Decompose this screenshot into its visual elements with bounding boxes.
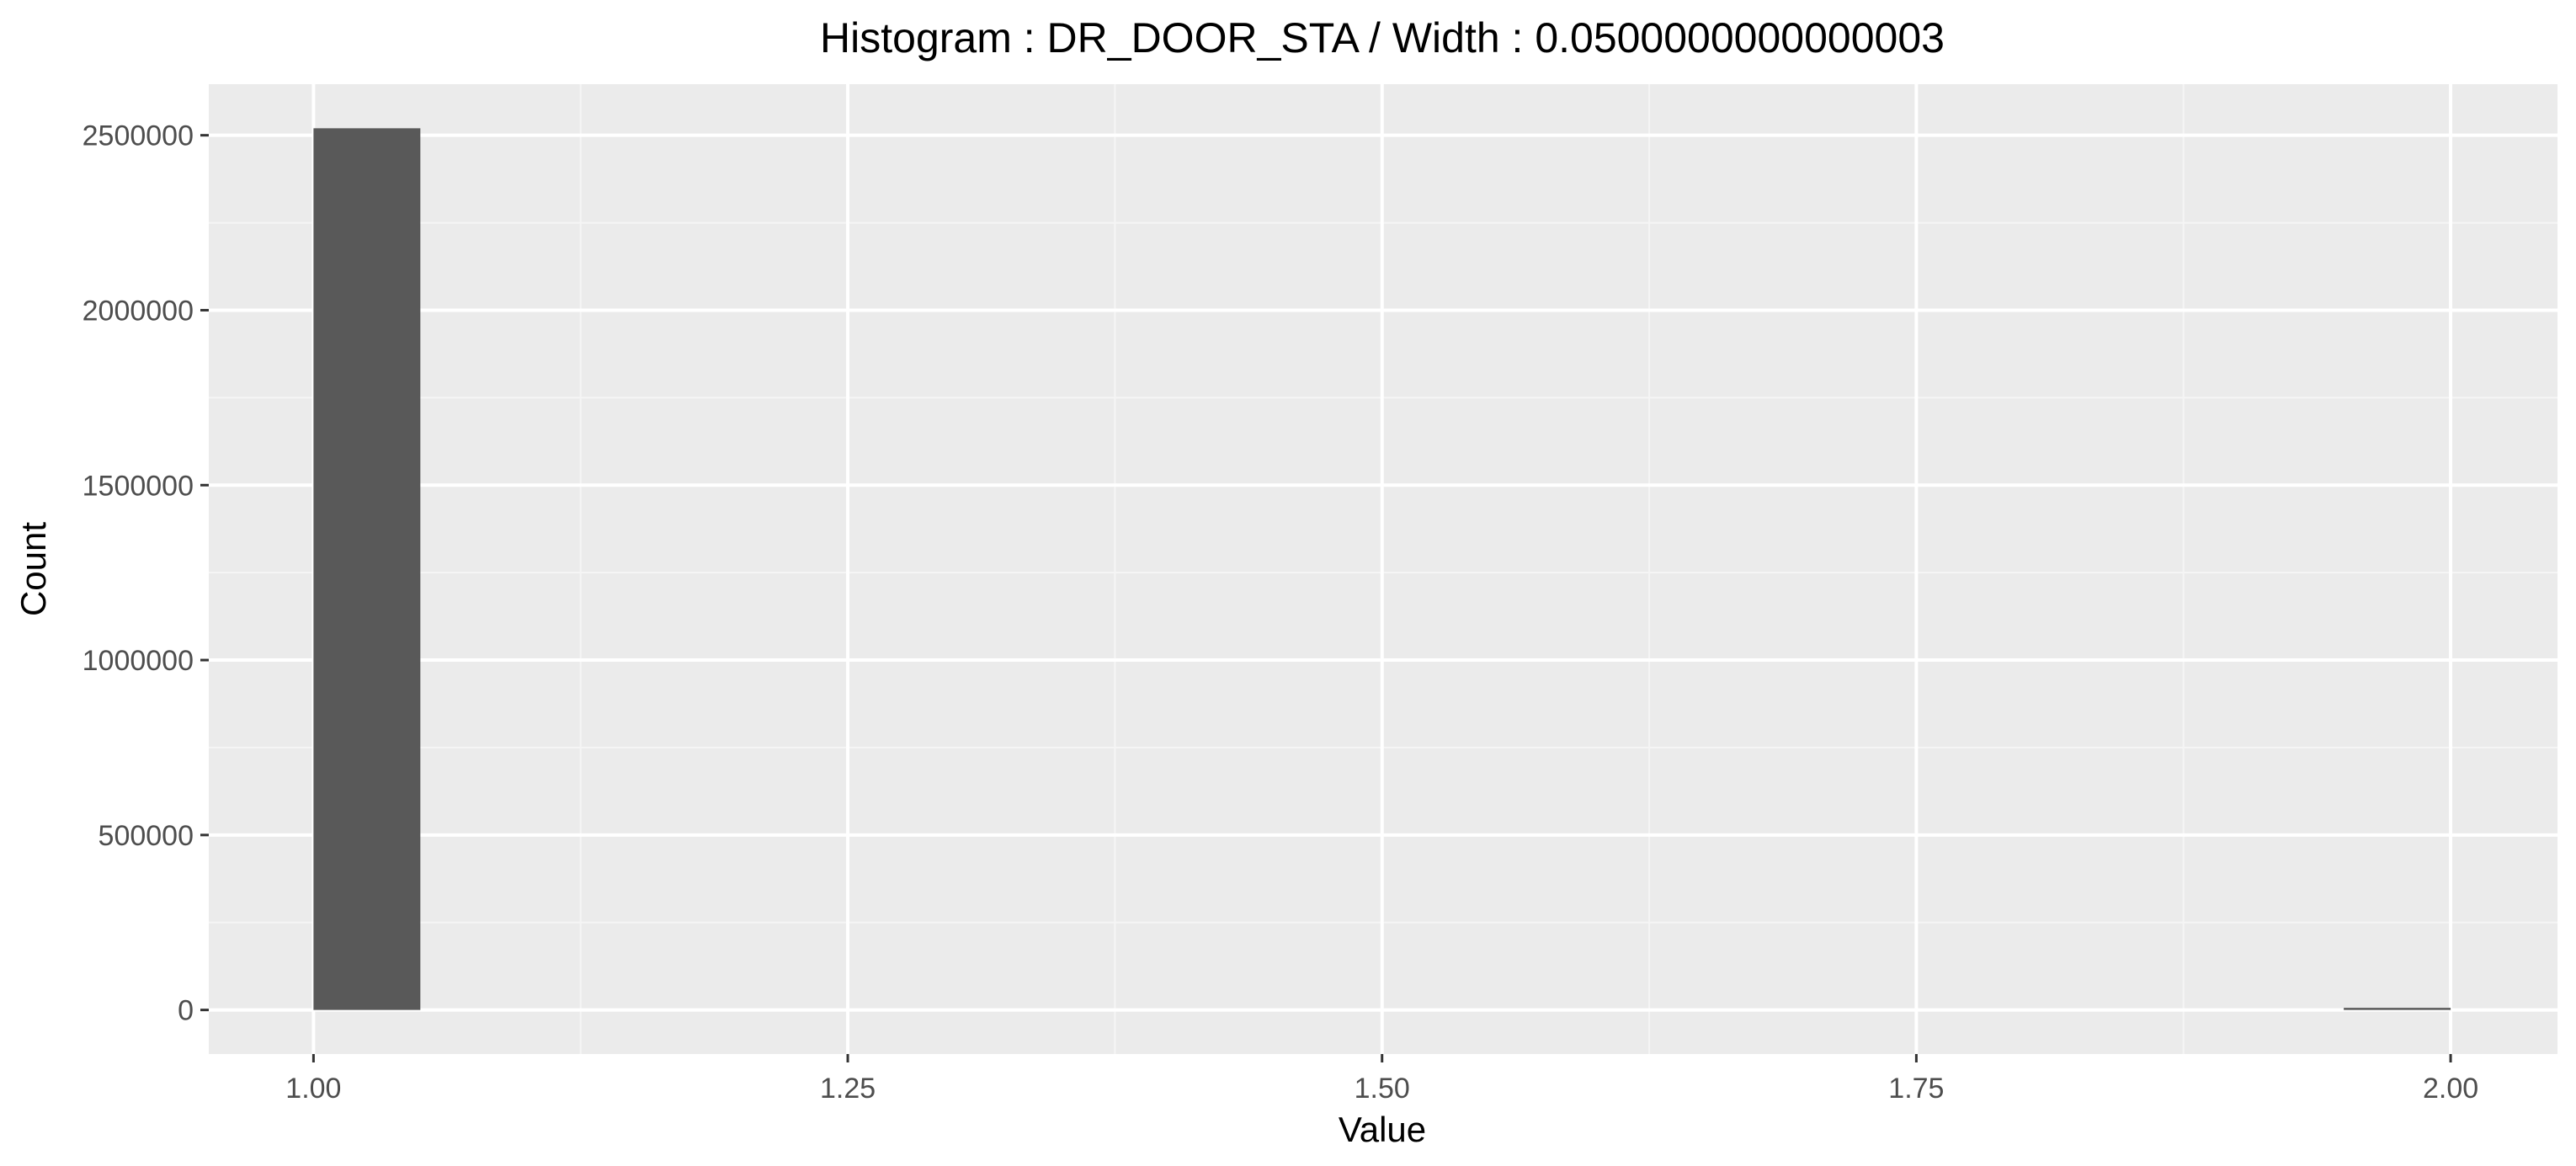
y-tick-label: 2000000 <box>82 295 194 327</box>
histogram-bar-1 <box>2344 1008 2451 1010</box>
histogram-bar-0 <box>313 128 421 1010</box>
x-tick-label: 2.00 <box>2423 1073 2478 1105</box>
y-axis-title: Count <box>13 522 53 616</box>
x-tick-label: 1.00 <box>285 1073 341 1105</box>
gridlines <box>209 84 2557 1054</box>
y-tick-label: 1000000 <box>82 645 194 677</box>
x-tick-label: 1.50 <box>1355 1073 1410 1105</box>
y-axis: 0 500000 1000000 1500000 2000000 2500000 <box>82 120 209 1027</box>
y-tick-label: 2500000 <box>82 120 194 152</box>
x-tick-label: 1.75 <box>1888 1073 1944 1105</box>
chart-title: Histogram : DR_DOOR_STA / Width : 0.0500… <box>820 14 1945 61</box>
histogram-bars <box>313 128 2451 1010</box>
x-axis-title: Value <box>1339 1110 1426 1149</box>
y-tick-label: 0 <box>178 995 194 1027</box>
y-tick-label: 1500000 <box>82 470 194 502</box>
y-tick-label: 500000 <box>98 820 194 852</box>
x-axis: 1.00 1.25 1.50 1.75 2.00 <box>285 1054 2478 1105</box>
x-tick-label: 1.25 <box>820 1073 876 1105</box>
